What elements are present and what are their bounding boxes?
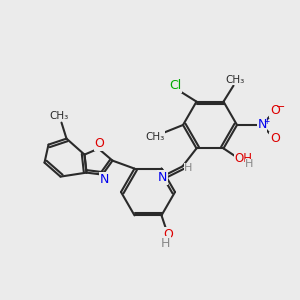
- Text: H: H: [184, 164, 193, 173]
- Text: O: O: [94, 137, 104, 150]
- Text: O: O: [270, 104, 280, 118]
- Text: OH: OH: [235, 152, 253, 165]
- Text: O: O: [164, 228, 173, 241]
- Text: H: H: [245, 159, 254, 170]
- Text: CH₃: CH₃: [146, 132, 165, 142]
- Text: N: N: [257, 118, 267, 131]
- Text: Cl: Cl: [169, 79, 181, 92]
- Text: N: N: [100, 173, 109, 186]
- Text: O: O: [270, 133, 280, 146]
- Text: H: H: [161, 237, 170, 250]
- Text: +: +: [263, 116, 269, 125]
- Text: N: N: [158, 171, 167, 184]
- Text: CH₃: CH₃: [226, 75, 245, 85]
- Text: −: −: [276, 102, 286, 112]
- Text: CH₃: CH₃: [50, 111, 69, 121]
